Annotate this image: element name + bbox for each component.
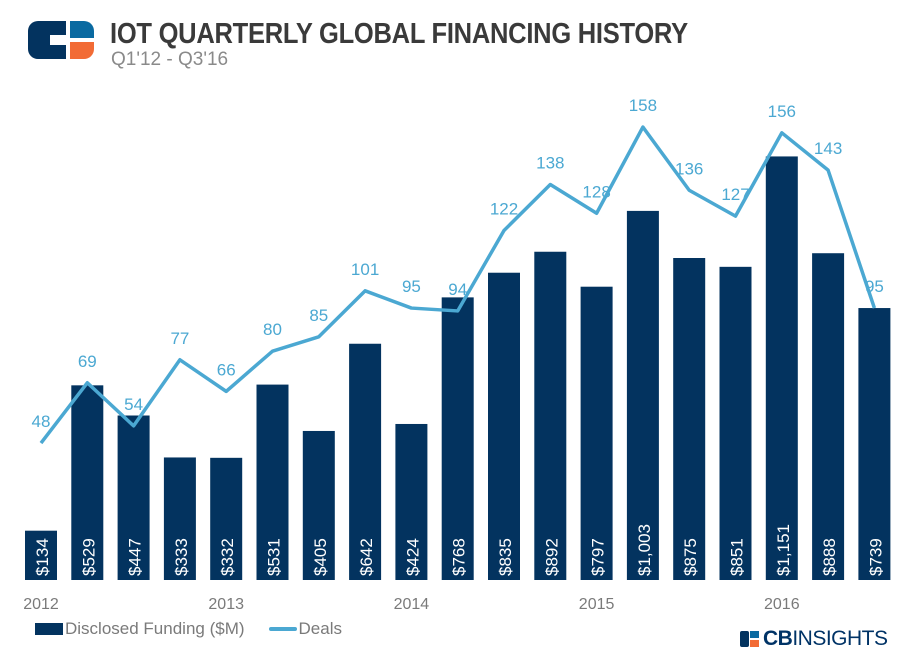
deals-label: 138 — [536, 154, 564, 173]
bar — [626, 210, 659, 580]
deals-label: 69 — [78, 352, 97, 371]
bar-label: $333 — [172, 538, 191, 576]
bar-label: $531 — [265, 538, 284, 576]
bar — [858, 308, 891, 580]
deals-label: 94 — [448, 280, 467, 299]
bar — [719, 266, 752, 580]
bar — [395, 423, 428, 580]
x-tick-label: 2012 — [23, 596, 59, 613]
bar-label: $424 — [403, 538, 422, 576]
brand-cb: CB — [763, 627, 793, 650]
bar — [163, 457, 196, 580]
x-tick-label: 2013 — [208, 596, 244, 613]
cb-logo-icon — [740, 631, 759, 647]
bar — [488, 272, 520, 580]
deals-label: 95 — [402, 277, 421, 296]
bar-label: $851 — [728, 538, 747, 576]
bar-label: $447 — [126, 538, 145, 576]
deals-label: 158 — [629, 96, 657, 115]
deals-label: 127 — [721, 185, 749, 204]
bar-label: $134 — [33, 538, 52, 576]
x-tick-label: 2016 — [764, 596, 800, 613]
deals-label: 66 — [217, 360, 236, 379]
bar — [765, 156, 798, 580]
bar — [673, 258, 706, 580]
deals-label: 77 — [170, 329, 189, 348]
deals-label: 54 — [124, 395, 143, 414]
bar — [117, 415, 150, 580]
bar-label: $888 — [820, 538, 839, 576]
deals-label: 101 — [351, 260, 379, 279]
legend: Disclosed Funding ($M) Deals — [35, 619, 342, 639]
deals-label: 156 — [768, 102, 796, 121]
bar-label: $892 — [542, 538, 561, 576]
legend-label-deals: Deals — [298, 619, 342, 638]
bar — [534, 251, 567, 580]
deals-label: 80 — [263, 320, 282, 339]
bar-label: $1,151 — [774, 524, 793, 576]
bar — [812, 253, 845, 580]
bar — [441, 297, 474, 580]
cbinsights-logo: CB INSIGHTS — [740, 627, 888, 651]
legend-swatch-funding — [35, 623, 63, 635]
bar-label: $875 — [681, 538, 700, 576]
bar — [580, 286, 613, 580]
x-tick-label: 2015 — [579, 596, 615, 613]
chart-subtitle: Q1'12 - Q3'16 — [111, 49, 229, 70]
bar-label: $642 — [357, 538, 376, 576]
deals-label: 48 — [32, 412, 51, 431]
bar — [256, 384, 289, 580]
bar-label: $739 — [866, 538, 885, 576]
bar-label: $529 — [79, 538, 98, 576]
deals-label: 143 — [814, 139, 842, 158]
bar-label: $405 — [311, 538, 330, 576]
deals-label: 128 — [582, 182, 610, 201]
bar-label: $768 — [450, 538, 469, 576]
logo-icon — [28, 21, 94, 59]
bar — [71, 385, 104, 580]
deals-label: 95 — [865, 277, 884, 296]
brand-insights: INSIGHTS — [792, 627, 888, 650]
bar-label: $835 — [496, 538, 515, 576]
legend-label-funding: Disclosed Funding ($M) — [65, 619, 245, 638]
bar-label: $797 — [589, 538, 608, 576]
bar — [25, 530, 57, 580]
legend-swatch-deals — [268, 627, 297, 631]
bar — [349, 343, 382, 580]
x-tick-label: 2014 — [394, 596, 430, 613]
chart-title: IOT QUARTERLY GLOBAL FINANCING HISTORY — [110, 18, 688, 50]
deals-label: 136 — [675, 159, 703, 178]
bar — [302, 430, 335, 580]
bar — [210, 457, 243, 580]
bar-label: $1,003 — [635, 524, 654, 576]
bar-label: $332 — [218, 538, 237, 576]
deals-label: 85 — [309, 306, 328, 325]
deals-label: 122 — [490, 199, 518, 218]
